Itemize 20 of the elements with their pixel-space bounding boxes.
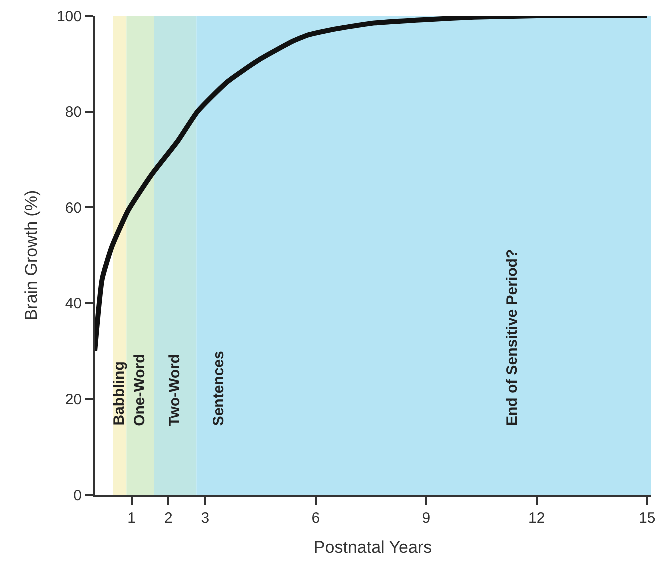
y-tick-label: 20 — [65, 391, 82, 408]
x-tick-label: 2 — [164, 510, 173, 527]
annotation: End of Sensitive Period? — [504, 249, 522, 426]
band-label: Two-Word — [166, 354, 184, 426]
band-label: Babbling — [110, 362, 128, 426]
x-tick-label: 9 — [422, 510, 431, 527]
y-axis-title: Brain Growth (%) — [22, 190, 42, 321]
band-label: One-Word — [132, 354, 149, 426]
y-tick-label: 40 — [65, 296, 82, 313]
y-tick-label: 0 — [74, 487, 82, 504]
x-tick-label: 12 — [528, 510, 546, 527]
x-axis-title: Postnatal Years — [314, 538, 432, 557]
x-tick-label: 15 — [638, 510, 656, 527]
y-tick-label: 100 — [56, 8, 82, 26]
y-tick-label: 60 — [65, 200, 82, 217]
band-label: Sentences — [210, 351, 228, 426]
y-tick-label: 80 — [65, 104, 82, 122]
x-tick-label: 1 — [128, 510, 136, 527]
x-tick-label: 6 — [312, 510, 320, 527]
x-tick-label: 3 — [201, 510, 210, 527]
